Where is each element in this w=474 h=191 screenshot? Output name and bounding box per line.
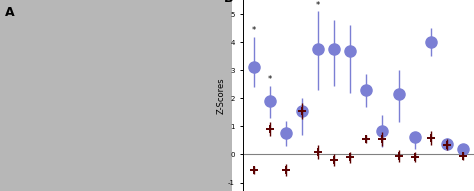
- Text: *: *: [268, 75, 272, 84]
- Y-axis label: Z-Scores: Z-Scores: [216, 77, 225, 114]
- Text: B: B: [224, 0, 234, 5]
- Text: *: *: [316, 1, 320, 10]
- Text: *: *: [252, 26, 256, 35]
- Text: A: A: [5, 6, 14, 19]
